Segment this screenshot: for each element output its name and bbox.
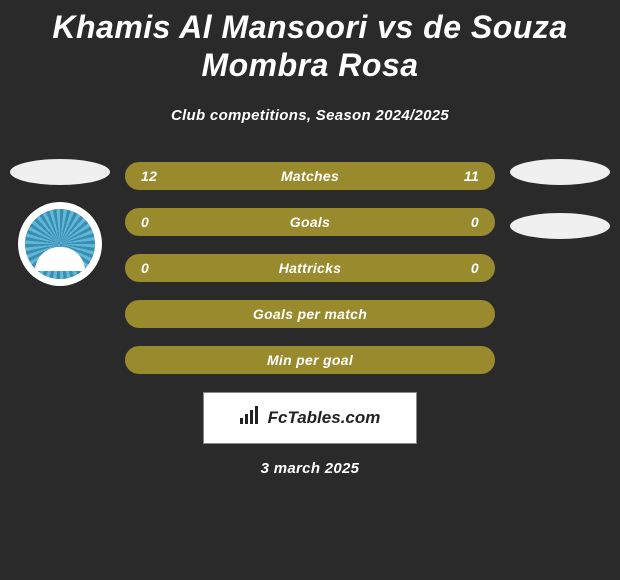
player-left-oval-1	[10, 159, 110, 185]
club-logo-inner	[25, 209, 95, 279]
stat-bar-matches: 12 Matches 11	[125, 162, 495, 190]
club-logo-left	[18, 202, 102, 286]
stat-bar-min-per-goal: Min per goal	[125, 346, 495, 374]
stat-left-value: 12	[141, 168, 157, 184]
stat-left-value: 0	[141, 214, 149, 230]
footer-date: 3 march 2025	[0, 460, 620, 477]
stats-content: 12 Matches 11 0 Goals 0 0 Hattricks 0 Go…	[0, 162, 620, 477]
stat-label: Min per goal	[267, 352, 353, 368]
stat-left-value: 0	[141, 260, 149, 276]
page-title: Khamis Al Mansoori vs de Souza Mombra Ro…	[0, 0, 620, 89]
player-right-oval-1	[510, 159, 610, 185]
subtitle: Club competitions, Season 2024/2025	[0, 107, 620, 124]
stat-label: Goals	[290, 214, 330, 230]
stat-right-value: 0	[471, 260, 479, 276]
footer-brand-text: FcTables.com	[268, 408, 381, 428]
stat-label: Matches	[281, 168, 339, 184]
footer-brand-box[interactable]: FcTables.com	[203, 392, 417, 444]
stat-bar-hattricks: 0 Hattricks 0	[125, 254, 495, 282]
stat-bar-goals: 0 Goals 0	[125, 208, 495, 236]
stat-label: Goals per match	[253, 306, 367, 322]
stat-right-value: 0	[471, 214, 479, 230]
player-right-oval-2	[510, 213, 610, 239]
stat-bar-goals-per-match: Goals per match	[125, 300, 495, 328]
stat-label: Hattricks	[279, 260, 342, 276]
stat-right-value: 11	[464, 168, 479, 184]
chart-icon	[240, 406, 262, 429]
